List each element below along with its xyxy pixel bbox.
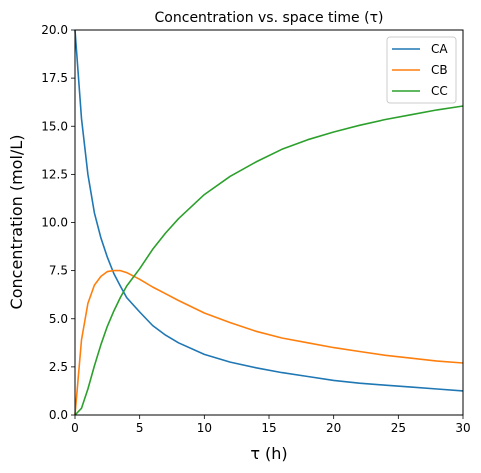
y-tick-label: 0.0 (49, 408, 68, 422)
series-line-ca (74, 29, 464, 392)
x-tick-label: 25 (391, 421, 406, 435)
y-tick-label: 10.0 (41, 216, 68, 230)
y-tick-label: 2.5 (49, 360, 68, 374)
x-tick-label: 10 (197, 421, 212, 435)
plot-area (74, 29, 464, 416)
x-tick-label: 30 (455, 421, 470, 435)
y-tick-label: 5.0 (49, 312, 68, 326)
series-line-cb (74, 269, 464, 416)
x-tick-label: 15 (261, 421, 276, 435)
legend-label-ca: CA (431, 42, 448, 56)
axes: 0 5 10 15 20 25 30 0.0 2.5 5.0 7.5 10.0 12.5 15.0 17.5… (41, 23, 470, 435)
y-tick-label: 12.5 (41, 167, 68, 181)
series-line-cc (74, 105, 464, 416)
x-tick-label: 5 (136, 421, 144, 435)
legend: CA CB CC (386, 36, 457, 104)
y-tick-label: 7.5 (49, 264, 68, 278)
y-tick-label: 15.0 (41, 119, 68, 133)
legend-label-cb: CB (431, 63, 448, 77)
y-axis-label: Concentration (mol/L) (7, 135, 26, 310)
legend-label-cc: CC (431, 84, 448, 98)
legend-box (386, 36, 457, 104)
x-axis-label: τ (h) (250, 444, 287, 463)
chart-title: Concentration vs. space time (τ) (155, 10, 384, 26)
y-tick-label: 17.5 (41, 71, 68, 85)
x-tick-label: 0 (71, 421, 79, 435)
y-tick-label: 20.0 (41, 23, 68, 37)
x-tick-label: 20 (326, 421, 341, 435)
